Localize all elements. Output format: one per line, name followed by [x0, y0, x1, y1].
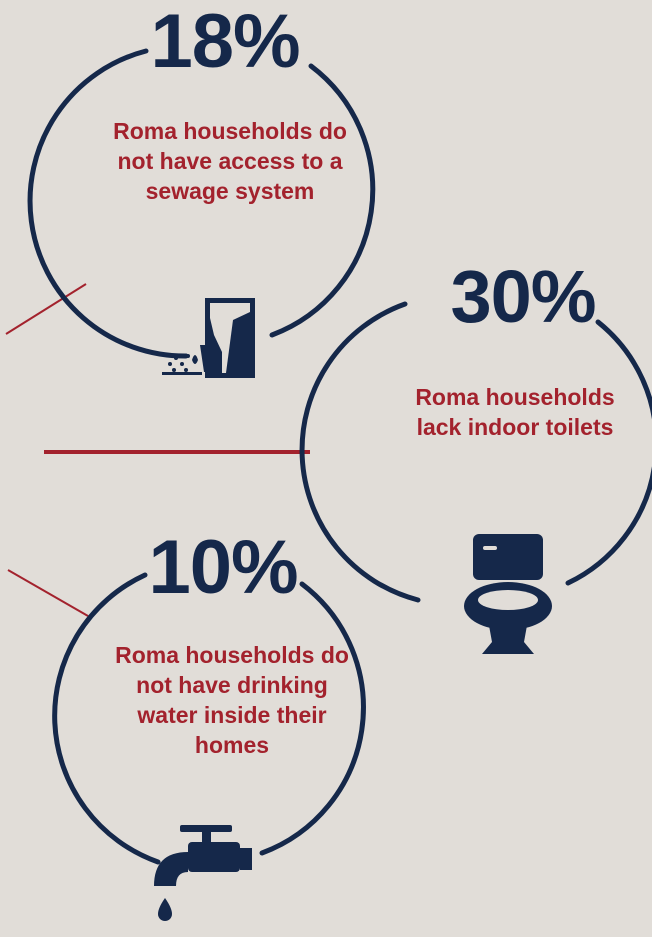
stat-water-description: Roma households do not have drinking wat…	[115, 642, 349, 758]
stat-toilets-percent: 30%	[450, 255, 596, 338]
sewage-pipe-icon	[162, 298, 255, 378]
stat-water-percent: 10%	[148, 525, 298, 610]
connector-line	[7, 569, 89, 617]
water-tap-icon	[154, 825, 252, 921]
stat-sewage-percent: 18%	[150, 0, 300, 84]
circle-ring-3	[259, 581, 366, 856]
circle-ring-1	[269, 63, 376, 338]
circle-ring-1	[27, 48, 189, 359]
circle-ring-2	[299, 301, 421, 603]
toilet-icon	[464, 534, 552, 654]
connector-line	[5, 283, 87, 335]
stat-toilets-description: Roma households lack indoor toilets	[415, 384, 615, 440]
circle-ring-2	[565, 319, 652, 586]
stat-sewage-description: Roma households do not have access to a …	[113, 118, 347, 204]
circle-ring-3	[52, 572, 161, 865]
